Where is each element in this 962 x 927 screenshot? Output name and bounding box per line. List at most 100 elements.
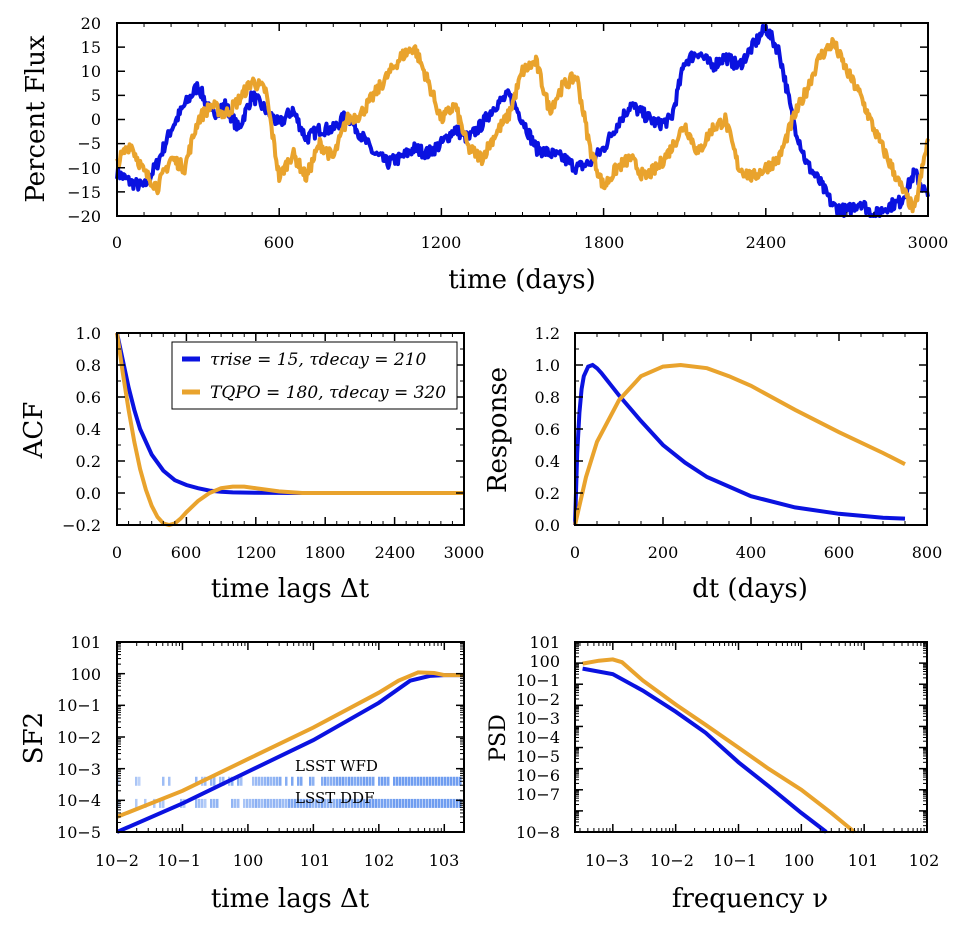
lsst-cadence-mark (138, 776, 141, 786)
sf2-xtick-label: 101 (300, 851, 331, 870)
lsst-cadence-mark (411, 776, 414, 786)
lsst-cadence-mark (300, 776, 303, 786)
psd-ytick-label: 10−4 (516, 728, 560, 747)
lsst-cadence-mark (396, 798, 399, 808)
sf2-ticks (116, 641, 465, 833)
lightcurve-ytick-label: −5 (77, 134, 101, 153)
lsst-cadence-mark (444, 776, 447, 786)
lsst-cadence-mark (348, 776, 351, 786)
response-xtick-label: 800 (912, 543, 943, 562)
lsst-cadence-mark (249, 798, 252, 808)
sf2-xtick-label: 10−2 (95, 851, 139, 870)
lsst-cadence-mark (231, 798, 234, 808)
psd-ytick-label: 10−2 (516, 690, 560, 709)
response-ytick-label: 0.4 (535, 452, 560, 471)
lsst-cadence-mark (279, 776, 282, 786)
lsst-cadence-mark (261, 798, 264, 808)
lsst-cadence-mark (399, 798, 402, 808)
lsst-cadence-mark (354, 798, 357, 808)
lsst-cadence-mark (291, 776, 294, 786)
lsst-cadence-mark (309, 776, 312, 786)
lightcurve-series-blue (115, 23, 930, 218)
lsst-cadence-mark (195, 798, 198, 808)
psd-xtick-label: 101 (848, 851, 879, 870)
psd-xtick-label: 100 (784, 851, 815, 870)
lsst-cadence-mark (327, 798, 330, 808)
lsst-cadence-mark (144, 798, 147, 808)
lightcurve-ytick-label: 5 (91, 86, 101, 105)
lsst-cadence-mark (387, 776, 390, 786)
response-xtick-label: 200 (648, 543, 679, 562)
lsst-cadence-mark (438, 798, 441, 808)
lightcurve-xtick-label: 3000 (908, 233, 949, 252)
lsst-cadence-mark (246, 798, 249, 808)
lightcurve-ytick-label: 15 (81, 38, 101, 57)
response-ylabel: Response (483, 367, 513, 493)
lsst-cadence-mark (285, 776, 288, 786)
lsst-cadence-mark (378, 776, 381, 786)
lsst-cadence-mark (360, 798, 363, 808)
lsst-cadence-mark (417, 798, 420, 808)
lightcurve-ylabel: Percent Flux (21, 35, 51, 203)
lsst-cadence-mark (162, 798, 165, 808)
psd-ticks (575, 641, 928, 833)
psd-ylabel: PSD (486, 714, 511, 762)
sf2-ytick-label: 100 (70, 665, 101, 684)
lsst-cadence-mark (453, 776, 456, 786)
lsst-cadence-mark (402, 776, 405, 786)
psd-xtick-label: 10−3 (585, 851, 629, 870)
lsst-cadence-mark (453, 798, 456, 808)
lsst-cadence-mark (387, 798, 390, 808)
lsst-cadence-mark (366, 798, 369, 808)
lsst-cadence-mark (342, 776, 345, 786)
lsst-cadence-mark (369, 776, 372, 786)
lsst-cadence-mark (267, 776, 270, 786)
lsst-cadence-mark (252, 776, 255, 786)
lsst-cadence-mark (327, 776, 330, 786)
lightcurve-xtick-label: 0 (112, 233, 122, 252)
acf-xtick-label: 1200 (236, 543, 277, 562)
panel-acf: τrise = 15, τdecay = 210 TQPO = 180, τde… (19, 324, 484, 604)
lightcurve-ytick-label: 20 (81, 14, 101, 33)
lsst-cadence-mark (435, 776, 438, 786)
psd-series-blue (582, 666, 828, 834)
psd-ytick-label: 10−8 (516, 823, 560, 842)
lsst-cadence-mark (339, 798, 342, 808)
lsst-cadence-mark (447, 776, 450, 786)
psd-xtick-labels: 10−3 10−2 10−1 100 101 102 (585, 851, 939, 870)
sf2-ytick-label: 10−4 (57, 791, 101, 810)
lsst-cadence-mark (336, 798, 339, 808)
lsst-cadence-mark (384, 776, 387, 786)
acf-xtick-label: 0 (112, 543, 122, 562)
acf-ytick-label: 0.0 (76, 484, 101, 503)
lsst-cadence-mark (378, 798, 381, 808)
lsst-cadence-mark (375, 798, 378, 808)
lsst-cadence-mark (363, 798, 366, 808)
lsst-cadence-mark (168, 776, 171, 786)
psd-xtick-label: 10−1 (713, 851, 757, 870)
lightcurve-ytick-labels: 20 15 10 5 0 −5 −10 −15 −20 (67, 14, 101, 226)
lsst-cadence-mark (135, 798, 138, 808)
lsst-cadence-mark (411, 798, 414, 808)
lsst-cadence-mark (363, 776, 366, 786)
lsst-cadence-mark (444, 798, 447, 808)
acf-ytick-label: 0.4 (76, 420, 101, 439)
lsst-cadence-mark (261, 776, 264, 786)
lsst-cadence-mark (414, 798, 417, 808)
response-ytick-label: 0.2 (535, 484, 560, 503)
lsst-cadence-mark (360, 776, 363, 786)
response-xlabel: dt (days) (692, 574, 808, 604)
lsst-cadence-mark (213, 776, 216, 786)
lsst-cadence-mark (243, 798, 246, 808)
sf2-ytick-label: 101 (70, 633, 101, 652)
lsst-cadence-mark (222, 776, 225, 786)
sf2-xtick-label: 100 (233, 851, 264, 870)
lsst-cadence-mark (315, 798, 318, 808)
lsst-cadence-mark (333, 798, 336, 808)
psd-ytick-labels: 101 100 10−1 10−2 10−3 10−4 10−5 10−6 10… (516, 633, 560, 842)
lsst-cadence-mark (414, 776, 417, 786)
psd-ytick-label: 10−1 (516, 671, 560, 690)
lsst-cadence-mark (408, 798, 411, 808)
lightcurve-xtick-label: 1200 (421, 233, 462, 252)
lsst-cadence-mark (234, 798, 237, 808)
